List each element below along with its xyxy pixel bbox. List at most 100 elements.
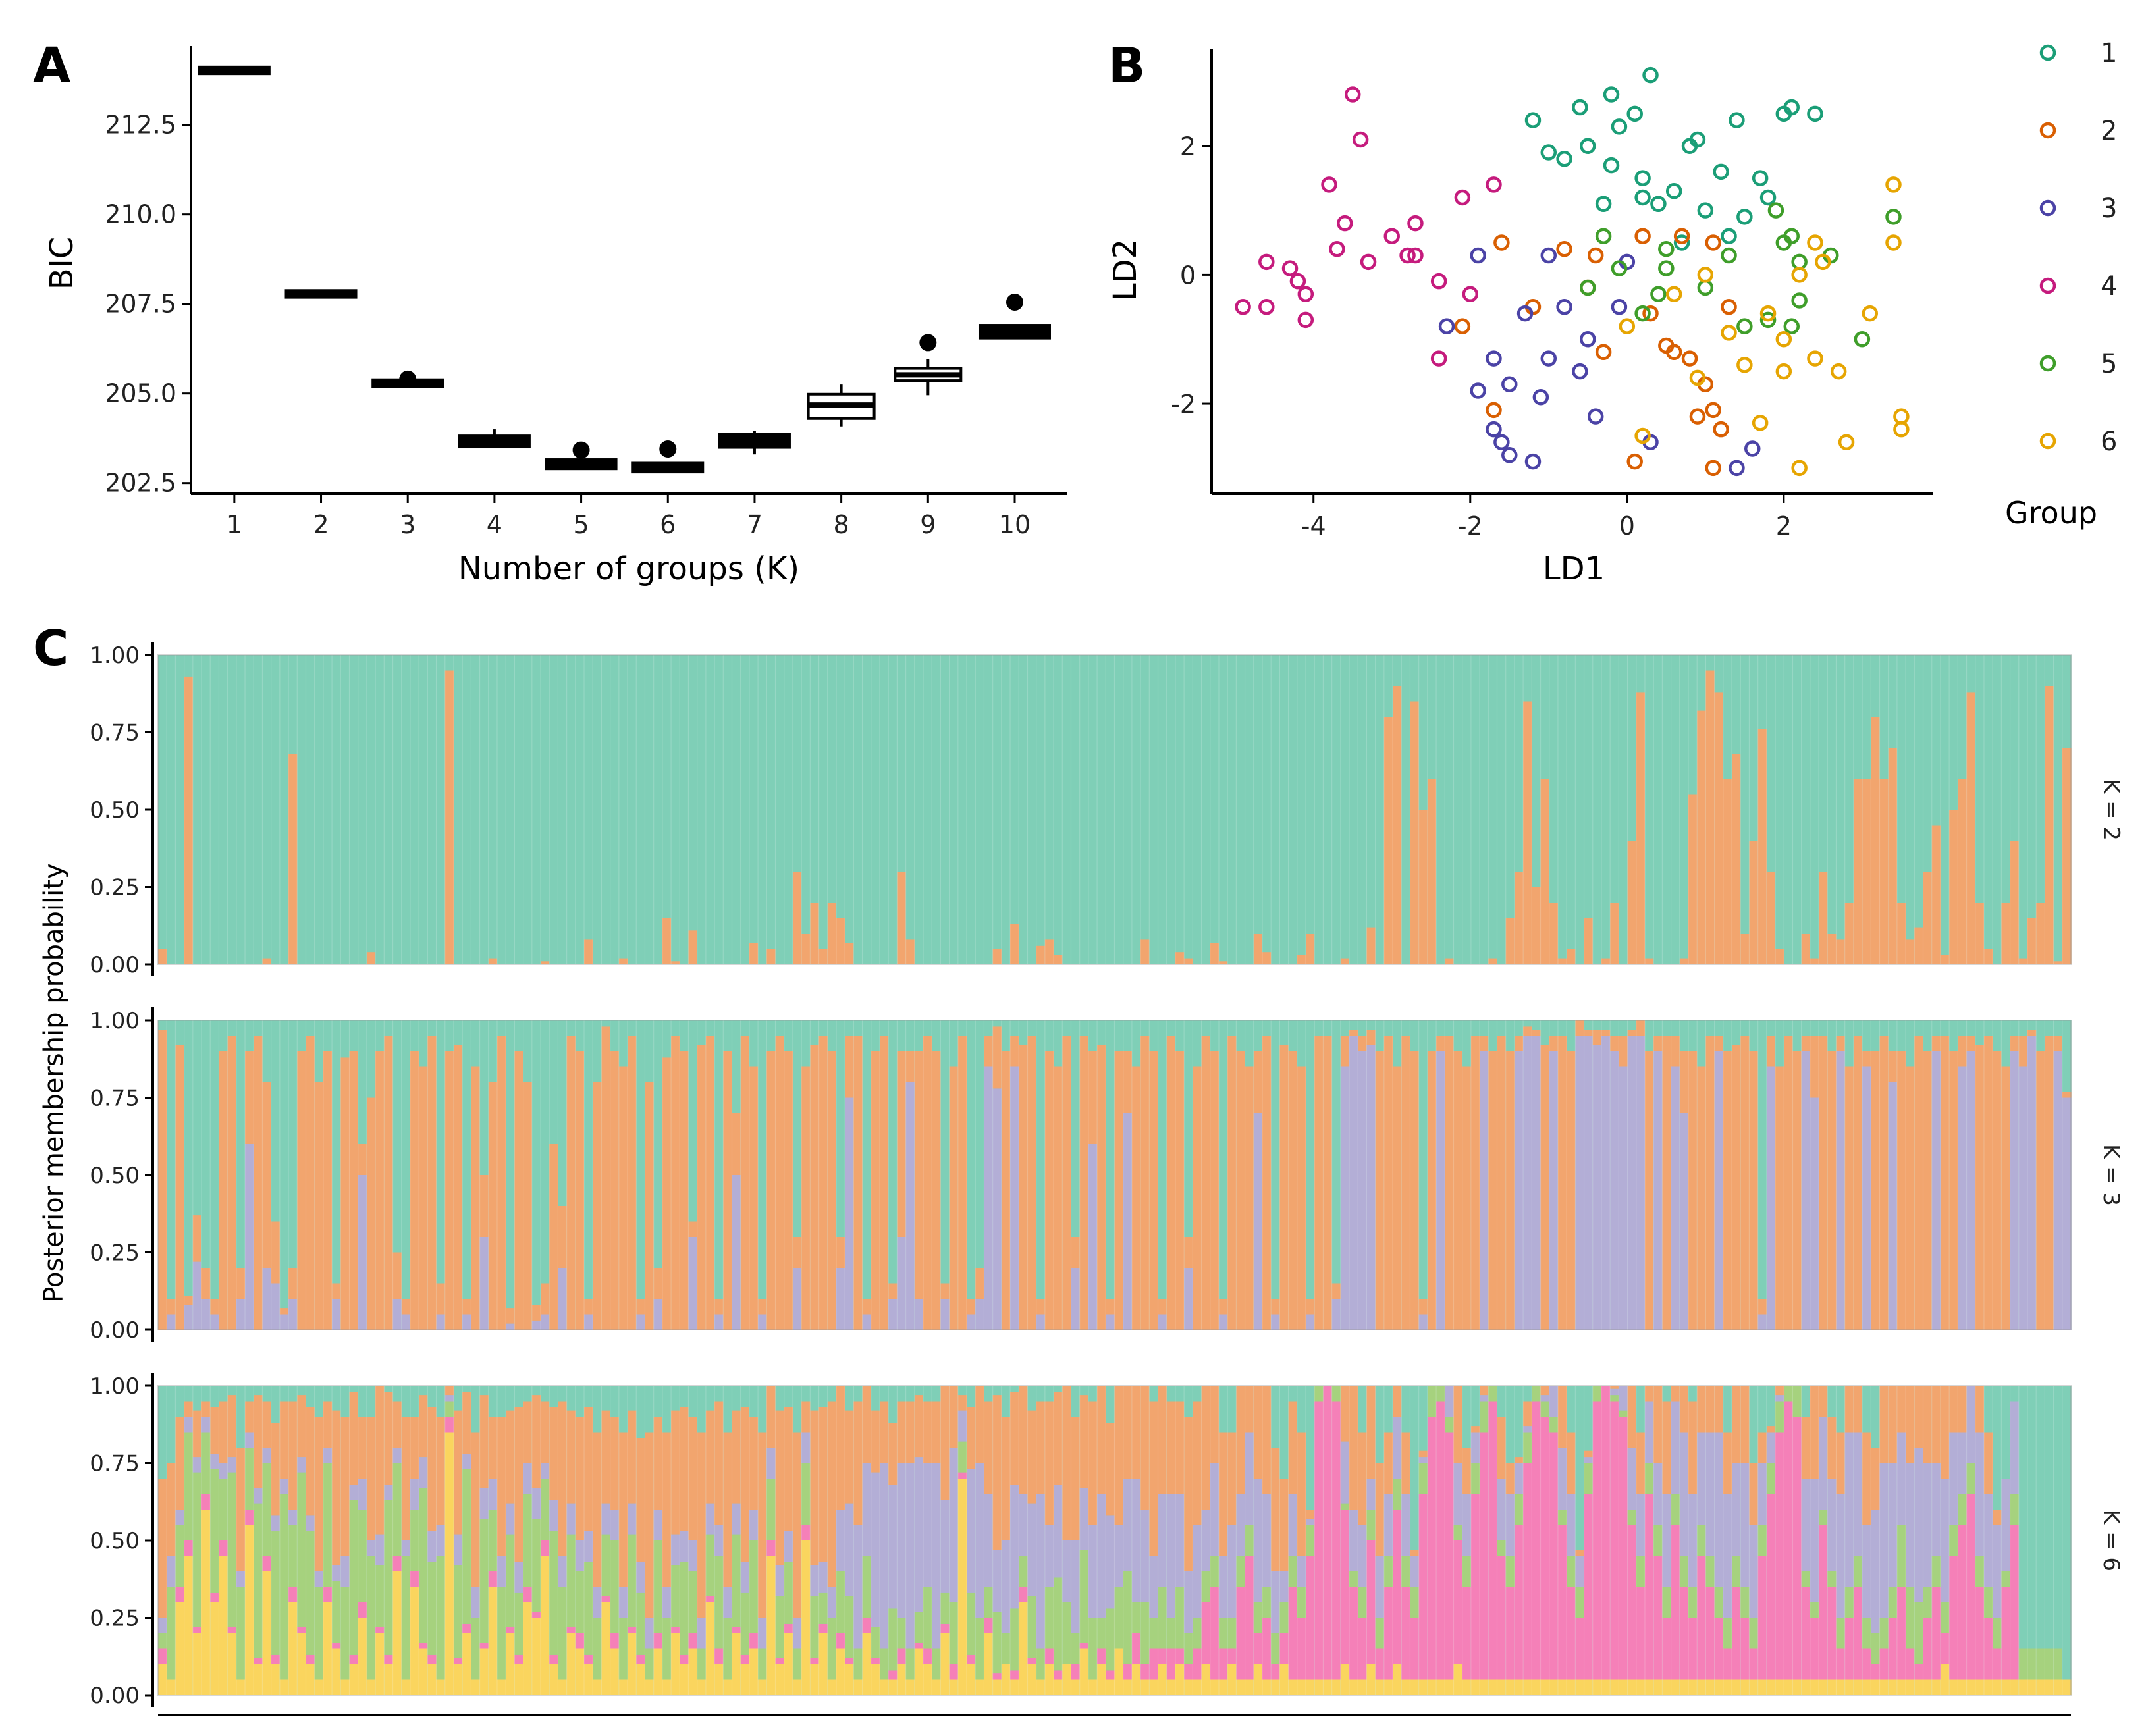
membership-bar-yellow [1532, 1679, 1542, 1695]
legend-marker-5 [2039, 355, 2056, 372]
membership-bar-purple [1383, 1494, 1393, 1556]
membership-bar-pink [1253, 1633, 1263, 1664]
membership-bar-lime [584, 1562, 593, 1655]
membership-bar-yellow [1166, 1679, 1176, 1695]
membership-bar-purple [1436, 1051, 1445, 1330]
scatter-point-group-3 [1729, 460, 1745, 477]
membership-bar-orange [488, 1417, 498, 1479]
membership-bar-orange [1010, 1036, 1019, 1067]
membership-bar-lime [201, 1432, 211, 1494]
membership-bar-purple [897, 1237, 907, 1330]
membership-bar-orange [688, 1417, 698, 1540]
membership-bar-purple [653, 1510, 663, 1540]
membership-bar-orange [279, 1401, 289, 1479]
membership-bar-orange [967, 1299, 976, 1315]
membership-bar-background [705, 655, 715, 964]
membership-bar-orange [1853, 779, 1863, 964]
membership-bar-orange [1679, 1386, 1689, 1433]
membership-bar-pink [740, 1654, 750, 1664]
membership-bar-purple [210, 1314, 220, 1330]
membership-bar-orange [775, 1410, 785, 1565]
scatter-point-group-3 [1572, 363, 1588, 380]
membership-bar-purple [1671, 1066, 1680, 1330]
membership-bar-orange [871, 1051, 880, 1330]
scatter-point-group-3 [1501, 376, 1518, 392]
membership-bar-yellow [723, 1679, 733, 1695]
membership-bar-purple [1184, 1268, 1193, 1330]
membership-bar-pink [1218, 1648, 1228, 1680]
membership-bar-purple [714, 1525, 724, 1556]
membership-bar-orange [1610, 903, 1619, 964]
membership-bar-pink [1054, 1670, 1063, 1680]
membership-bar-pink [523, 1587, 533, 1602]
membership-bar-orange [1862, 1051, 1871, 1067]
membership-bar-yellow [236, 1679, 246, 1695]
membership-bar-background [1983, 655, 1993, 964]
membership-bar-yellow [514, 1664, 524, 1695]
membership-bar-pink [749, 1633, 759, 1649]
membership-bar-yellow [1184, 1679, 1193, 1695]
membership-bar-background [1088, 655, 1098, 964]
membership-bar-purple [358, 1175, 367, 1330]
membership-bar-lime [1227, 1618, 1237, 1649]
membership-bar-pink [897, 1648, 907, 1664]
membership-bar-yellow [488, 1587, 498, 1695]
panel-a-xtick-label: 6 [660, 510, 676, 539]
membership-bar-pink [992, 1673, 1002, 1680]
membership-bar-orange [1644, 1051, 1654, 1330]
membership-bar-orange [1054, 1066, 1063, 1330]
membership-bar-purple [514, 1562, 524, 1593]
membership-bar-orange [1775, 1066, 1784, 1330]
membership-bar-yellow [1888, 1679, 1898, 1695]
membership-bar-yellow [1801, 1679, 1811, 1695]
membership-bar-pink [1470, 1494, 1480, 1680]
membership-bar-pink [227, 1627, 237, 1633]
membership-bar-yellow [1671, 1679, 1680, 1695]
facet-ytick-label: 0.00 [90, 952, 140, 978]
membership-bar-yellow [1131, 1664, 1141, 1695]
scatter-point-group-5 [1634, 305, 1651, 322]
scatter-point-group-5 [1854, 330, 1871, 348]
membership-bar-pink [1923, 1618, 1933, 1680]
membership-bar-background [462, 1020, 471, 1330]
membership-bar-lime [932, 1648, 942, 1680]
membership-bar-orange [1097, 1045, 1106, 1330]
membership-bar-purple [723, 1587, 733, 1618]
membership-bar-orange [245, 1401, 254, 1433]
membership-bar-yellow [523, 1602, 533, 1695]
membership-bar-yellow [471, 1679, 481, 1695]
membership-bar-orange [1088, 1051, 1098, 1144]
membership-bar-lime [1879, 1618, 1889, 1649]
membership-bar-purple [636, 1314, 646, 1330]
scatter-point-group-6 [1815, 253, 1831, 271]
membership-bar-orange [1688, 794, 1698, 964]
membership-bar-pink [1532, 1401, 1542, 1680]
membership-bar-purple [332, 1565, 341, 1581]
membership-bar-purple [1627, 1448, 1637, 1510]
membership-bar-orange [366, 1417, 376, 1540]
panel-b-xtick-label: 0 [1619, 512, 1635, 540]
facet-bars [158, 655, 2072, 964]
membership-bar-orange [792, 1432, 802, 1618]
membership-bar-purple [1375, 1556, 1385, 1618]
membership-bar-orange [219, 1051, 228, 1330]
membership-bar-yellow [254, 1664, 263, 1695]
membership-bar-background [1279, 655, 1289, 964]
membership-bar-yellow [845, 1664, 854, 1695]
membership-bar-orange [410, 1051, 419, 1330]
scatter-point-group-1 [1540, 144, 1557, 161]
membership-bar-background [801, 655, 811, 964]
membership-bar-yellow [1523, 1679, 1532, 1695]
membership-bar-purple [1819, 1417, 1828, 1510]
membership-bar-orange [1514, 872, 1524, 964]
membership-bar-pink [766, 1540, 776, 1556]
membership-bar-yellow [1358, 1679, 1368, 1695]
membership-bar-yellow [1584, 1679, 1594, 1695]
membership-bar-orange [384, 1036, 394, 1330]
membership-bar-orange [810, 1410, 820, 1565]
membership-bar-yellow [957, 1479, 967, 1695]
membership-bar-lime [514, 1592, 524, 1655]
membership-bar-background [1158, 655, 1167, 964]
membership-bar-purple [967, 1314, 976, 1330]
membership-bar-orange [1853, 1386, 1863, 1433]
